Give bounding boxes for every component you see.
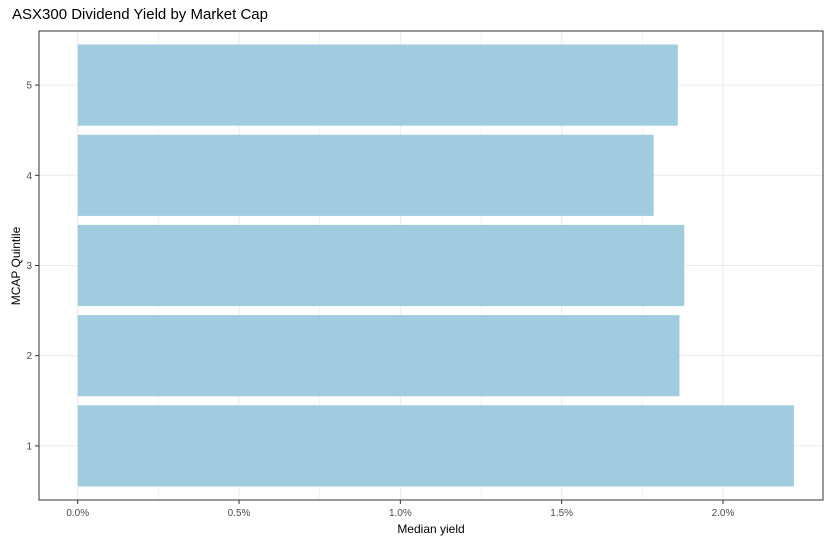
- x-tick-label: 1.0%: [389, 508, 412, 519]
- bar-quintile-4: [77, 134, 654, 216]
- x-axis: 0.0% 0.5% 1.0% 1.5% 2.0%: [66, 500, 734, 519]
- y-tick-label: 1: [26, 441, 32, 452]
- bar-quintile-3: [77, 224, 685, 307]
- chart-title: ASX300 Dividend Yield by Market Cap: [12, 6, 268, 23]
- x-axis-title: Median yield: [397, 522, 464, 536]
- bar-quintile-5: [77, 44, 678, 126]
- x-tick-label: 0.5%: [228, 508, 251, 519]
- bars: [77, 44, 794, 487]
- x-tick-label: 0.0%: [66, 508, 89, 519]
- x-tick-label: 1.5%: [550, 508, 573, 519]
- bar-quintile-2: [77, 315, 680, 397]
- x-tick-label: 2.0%: [712, 508, 735, 519]
- y-axis: 1 2 3 4 5: [26, 81, 39, 452]
- y-axis-title: MCAP Quintile: [9, 226, 23, 305]
- y-tick-label: 3: [26, 261, 32, 272]
- bar-quintile-1: [77, 405, 794, 487]
- y-tick-label: 2: [26, 351, 32, 362]
- y-tick-label: 4: [26, 171, 32, 182]
- y-tick-label: 5: [26, 81, 32, 92]
